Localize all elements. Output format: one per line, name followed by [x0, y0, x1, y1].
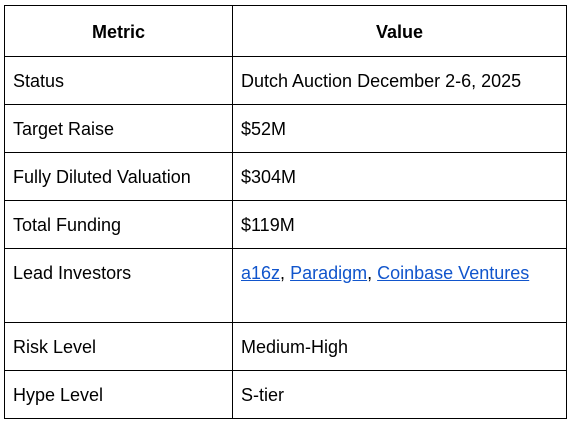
investor-link-coinbase-ventures[interactable]: Coinbase Ventures	[377, 263, 530, 283]
table-row: Lead Investors a16z, Paradigm, Coinbase …	[4, 248, 567, 323]
header-metric: Metric	[4, 5, 233, 57]
table-header-row: Metric Value	[4, 5, 567, 57]
table-row: Status Dutch Auction December 2-6, 2025	[4, 56, 567, 105]
investor-link-paradigm[interactable]: Paradigm	[290, 263, 368, 283]
table-row: Hype Level S-tier	[4, 370, 567, 419]
value-cell: S-tier	[232, 370, 567, 419]
metric-cell: Hype Level	[4, 370, 233, 419]
metric-cell: Total Funding	[4, 200, 233, 249]
metrics-table-container: Metric Value Status Dutch Auction Decemb…	[4, 5, 567, 419]
metric-cell: Status	[4, 56, 233, 105]
header-value: Value	[232, 5, 567, 57]
table-row: Risk Level Medium-High	[4, 322, 567, 371]
table-row: Target Raise $52M	[4, 104, 567, 153]
value-cell: $119M	[232, 200, 567, 249]
link-separator: ,	[280, 263, 291, 283]
value-cell: a16z, Paradigm, Coinbase Ventures	[232, 248, 567, 323]
table-row: Fully Diluted Valuation $304M	[4, 152, 567, 201]
value-cell: $52M	[232, 104, 567, 153]
value-cell: Dutch Auction December 2-6, 2025	[232, 56, 567, 105]
metric-cell: Target Raise	[4, 104, 233, 153]
metric-cell: Lead Investors	[4, 248, 233, 323]
investor-link-a16z[interactable]: a16z	[241, 263, 281, 283]
metrics-table: Metric Value Status Dutch Auction Decemb…	[4, 5, 567, 419]
link-separator: ,	[367, 263, 378, 283]
metric-cell: Risk Level	[4, 322, 233, 371]
value-cell: Medium-High	[232, 322, 567, 371]
value-cell: $304M	[232, 152, 567, 201]
metric-cell: Fully Diluted Valuation	[4, 152, 233, 201]
table-row: Total Funding $119M	[4, 200, 567, 249]
